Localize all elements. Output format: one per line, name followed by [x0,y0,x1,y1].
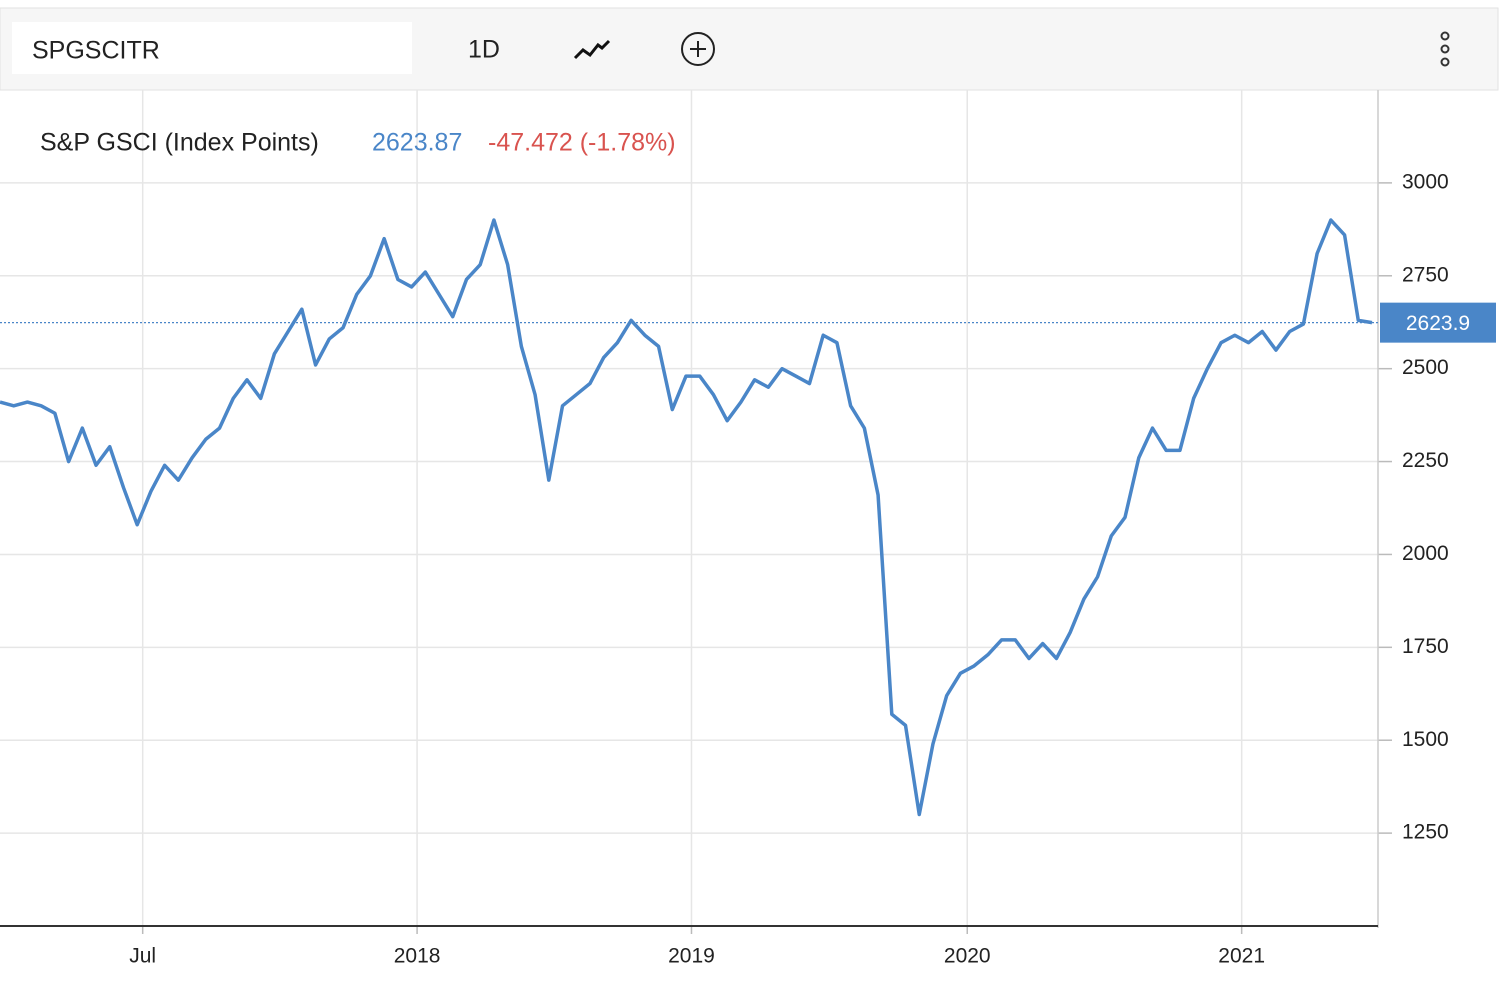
x-tick-label: 2020 [944,945,991,968]
add-button[interactable] [681,32,715,66]
y-tick-label: 2000 [1402,542,1449,565]
last-value: 2623.87 [372,129,462,157]
interval-button[interactable]: 1D [468,36,500,64]
plot: 1250 1500 1750 2000 2250 2500 2750 3000 Jul 2018 2… [0,90,1496,968]
symbol-text: SPGSCITR [32,37,160,65]
x-tick-label: Jul [129,945,156,968]
chart-type-icon[interactable] [573,39,611,60]
y-tick-label: 2750 [1402,263,1449,286]
y-tick-label: 1500 [1402,728,1449,751]
last-value-box [1380,302,1496,343]
y-tick-label: 2500 [1402,356,1449,379]
x-tick-label: 2021 [1218,945,1265,968]
y-tick-label: 2250 [1402,449,1449,472]
y-tick-label: 1250 [1402,821,1449,844]
chart-title: S&P GSCI (Index Points) [40,129,319,157]
last-value-label: 2623.9 [1406,312,1470,335]
y-tick-label: 1750 [1402,635,1449,658]
symbol-input[interactable] [12,22,412,74]
x-tick-label: 2019 [668,945,715,968]
change: -47.472 (-1.78%) [488,129,676,157]
menu-button[interactable] [1440,31,1450,67]
x-tick-label: 2018 [394,945,441,968]
y-tick-label: 3000 [1402,170,1449,193]
price-line [0,218,1373,817]
